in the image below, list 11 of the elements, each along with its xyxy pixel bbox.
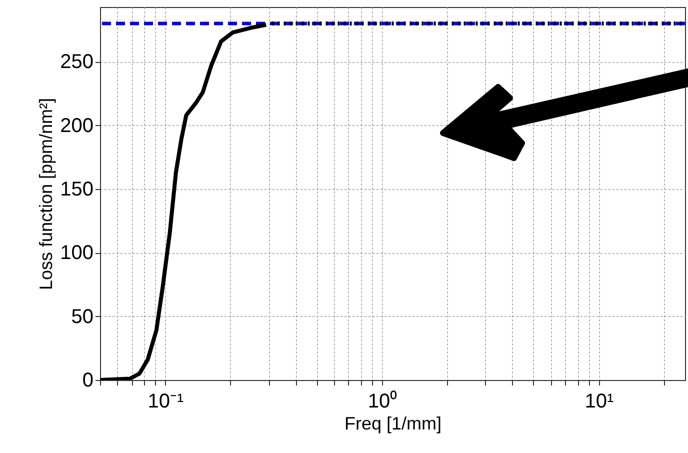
y-axis-title: Loss function [ppm/nm²] — [36, 98, 56, 290]
y-tick-label: 200 — [60, 114, 94, 137]
y-tick-label: 100 — [60, 242, 94, 264]
x-tick-label: 10⁰ — [368, 390, 398, 412]
y-tick-label: 0 — [82, 370, 94, 392]
x-tick-label: 10⁻¹ — [148, 390, 184, 412]
x-axis-title: Freq [1/mm] — [344, 414, 442, 434]
x-tick-label: 10¹ — [584, 390, 614, 412]
y-tick-label: 50 — [71, 306, 94, 328]
y-tick-label: 250 — [60, 51, 94, 74]
y-tick-label: 150 — [60, 178, 94, 201]
